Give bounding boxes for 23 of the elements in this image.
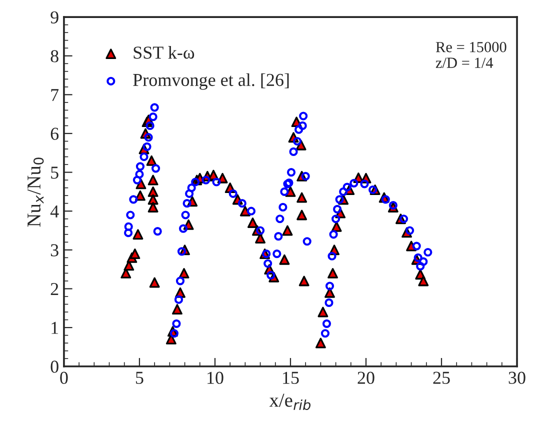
- x-tick-label: 20: [358, 372, 374, 384]
- x-tick-label: 5: [136, 372, 144, 384]
- y-tick-label: 0: [50, 360, 58, 373]
- y-tick-label: 4: [50, 205, 59, 218]
- x-axis-title: x/e$_{rib}$: [269, 394, 310, 410]
- y-tick-label: 7: [51, 89, 59, 101]
- legend-label: Promvonge et al. [26]: [133, 73, 289, 90]
- x-tick-label: 15: [283, 372, 299, 384]
- y-tick-label: 1: [52, 322, 58, 334]
- y-tick-label: 6: [50, 128, 59, 140]
- x-tick-label: 10: [208, 372, 224, 384]
- annotation: Re = 15000: [436, 42, 506, 52]
- y-tick-label: 3: [50, 244, 58, 256]
- x-tick-label: 30: [508, 372, 526, 384]
- x-tick-label: 0: [60, 372, 68, 384]
- x-tick-label: 25: [433, 372, 450, 384]
- y-tick-label: 8: [50, 50, 58, 62]
- y-tick-label: 5: [51, 166, 58, 179]
- y-tick-label: 9: [50, 11, 58, 24]
- annotation: z/D = 1/4: [436, 58, 494, 68]
- y-axis-title: Nu$_{x}$/Nu$_{0}$: [28, 158, 44, 227]
- y-tick-label: 2: [50, 283, 58, 295]
- legend-label: SST k-ω: [134, 46, 194, 59]
